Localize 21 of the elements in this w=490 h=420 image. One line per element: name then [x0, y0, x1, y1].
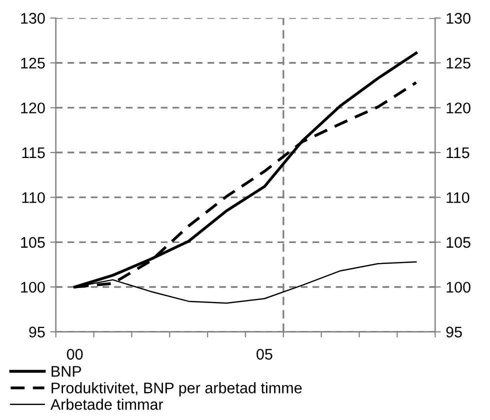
y-tick-label: 125	[21, 58, 45, 69]
y2-tick-label: 115	[446, 148, 470, 158]
y-tick-label: 95	[29, 326, 45, 338]
y2-tick-label: 105	[446, 237, 470, 248]
y2-tick-label: 120	[446, 102, 470, 114]
y-tick-label: 120	[21, 102, 45, 114]
y2-tick-label: 100	[446, 282, 470, 293]
y2-tick-label: 95	[446, 326, 462, 338]
y-tick-label: 115	[22, 148, 45, 158]
y-tick-label: 100	[21, 282, 45, 293]
x-tick-label: 05	[256, 348, 272, 360]
y-tick-label: 110	[22, 192, 45, 204]
x-tick-label: 00	[66, 348, 83, 360]
y2-tick-label: 125	[446, 58, 470, 69]
y-tick-label: 105	[21, 237, 45, 248]
legend-label: Arbetade timmar	[50, 398, 164, 410]
y2-tick-label: 110	[446, 192, 470, 204]
legend-label: BNP	[52, 366, 82, 377]
y2-tick-label: 130	[446, 12, 470, 24]
legend-label: Produktivitet, BNP per arbetad timme	[52, 382, 302, 396]
y-tick-label: 130	[21, 12, 45, 24]
